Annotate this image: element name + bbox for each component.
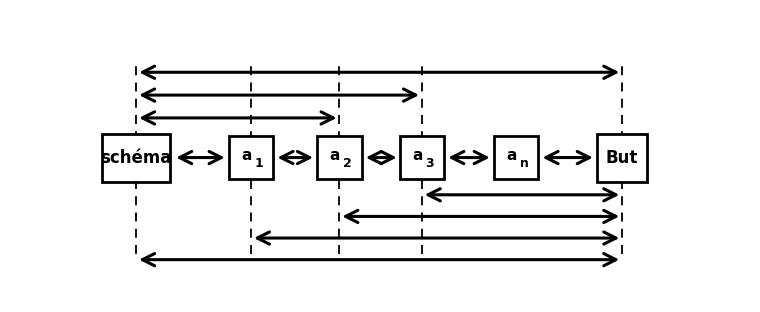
FancyBboxPatch shape <box>318 136 362 179</box>
Text: $\mathbf{a}$: $\mathbf{a}$ <box>329 148 340 163</box>
FancyBboxPatch shape <box>400 136 444 179</box>
FancyBboxPatch shape <box>103 134 170 182</box>
Text: But: But <box>606 149 638 167</box>
Text: $\mathbf{a}$: $\mathbf{a}$ <box>241 148 252 163</box>
Text: $\mathbf{2}$: $\mathbf{2}$ <box>342 157 352 170</box>
Text: $\mathbf{a}$: $\mathbf{a}$ <box>412 148 423 163</box>
Text: $\mathbf{a}$: $\mathbf{a}$ <box>506 148 517 163</box>
FancyBboxPatch shape <box>494 136 538 179</box>
Text: schéma: schéma <box>100 149 172 167</box>
Text: $\mathbf{1}$: $\mathbf{1}$ <box>254 157 264 170</box>
FancyBboxPatch shape <box>229 136 273 179</box>
FancyBboxPatch shape <box>597 134 648 182</box>
Text: $\mathbf{3}$: $\mathbf{3}$ <box>425 157 435 170</box>
Text: $\mathbf{n}$: $\mathbf{n}$ <box>519 157 529 170</box>
